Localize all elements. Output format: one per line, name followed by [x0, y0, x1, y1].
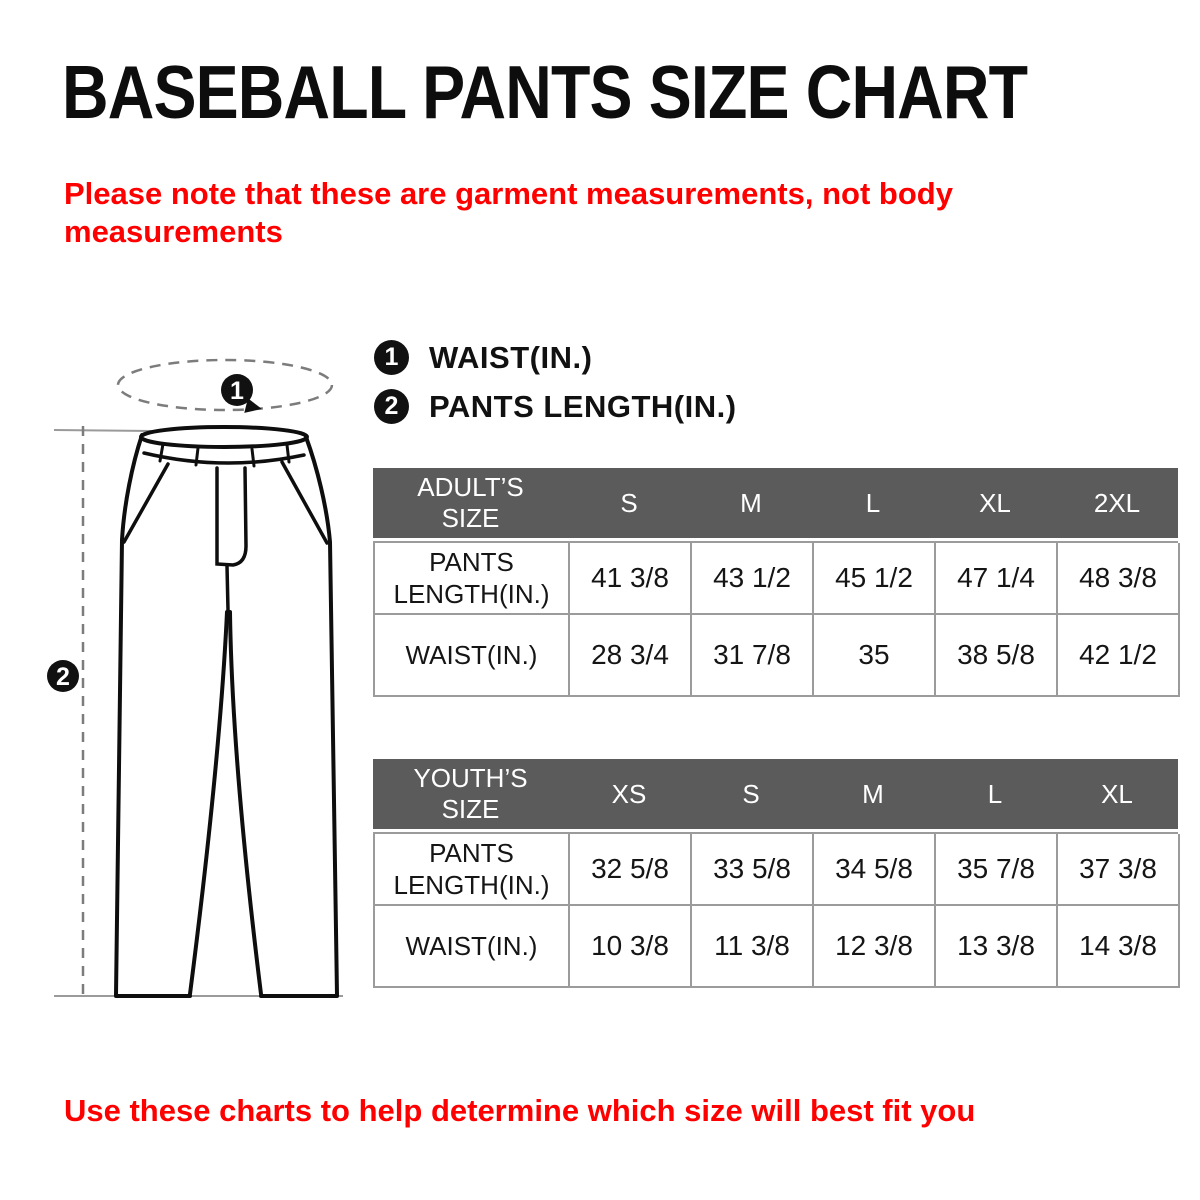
column-header: XL	[1101, 778, 1133, 809]
table-cell: 47 1/4	[936, 543, 1058, 615]
table-cell: 42 1/2	[1058, 615, 1180, 697]
table-cell: 14 3/8	[1058, 906, 1180, 988]
table-cell: 12 3/8	[814, 906, 936, 988]
row-label: PANTS LENGTH(IN.)	[375, 543, 570, 615]
table-cell: 45 1/2	[814, 543, 936, 615]
row-label: WAIST(IN.)	[375, 906, 570, 988]
table-cell: 48 3/8	[1058, 543, 1180, 615]
column-header: S	[620, 487, 638, 518]
table-cell: 35	[814, 615, 936, 697]
garment-measurement-note: Please note that these are garment measu…	[64, 176, 953, 250]
page-title: BASEBALL PANTS SIZE CHART	[62, 50, 1028, 134]
row-label: PANTS LENGTH(IN.)	[375, 834, 570, 906]
table-cell: 28 3/4	[570, 615, 692, 697]
adult-table-title-cell: ADULT’S SIZE	[417, 472, 524, 533]
svg-text:2: 2	[56, 663, 70, 691]
table-cell: 41 3/8	[570, 543, 692, 615]
column-header: XS	[611, 778, 647, 809]
table-cell: 43 1/2	[692, 543, 814, 615]
legend-label-length: PANTS LENGTH(IN.)	[429, 388, 737, 424]
column-header: L	[865, 487, 881, 518]
column-header: XL	[979, 487, 1011, 518]
adult-table-header: ADULT’S SIZE S M L XL 2XL	[373, 468, 1178, 538]
measurement-legend: 1 WAIST(IN.) 2 PANTS LENGTH(IN.)	[374, 340, 737, 438]
svg-text:1: 1	[230, 377, 244, 405]
table-cell: 37 3/8	[1058, 834, 1180, 906]
youth-size-table: YOUTH’S SIZE XS S M L XL PANTS LENGTH(IN…	[373, 759, 1180, 988]
pants-outline	[114, 425, 339, 998]
row-label: WAIST(IN.)	[375, 615, 570, 697]
waist-marker-badge: 1	[221, 374, 253, 406]
table-cell: 10 3/8	[570, 906, 692, 988]
table-cell: 32 5/8	[570, 834, 692, 906]
length-ref-line-top	[53, 429, 154, 432]
column-header: 2XL	[1093, 487, 1141, 518]
column-header: L	[987, 778, 1003, 809]
youth-table-header: YOUTH’S SIZE XS S M L XL	[373, 759, 1178, 829]
table-cell: 35 7/8	[936, 834, 1058, 906]
table-cell: 13 3/8	[936, 906, 1058, 988]
circled-2-icon: 2	[374, 389, 409, 424]
table-cell: 34 5/8	[814, 834, 936, 906]
table-cell: 33 5/8	[692, 834, 814, 906]
circled-1-icon: 1	[374, 340, 409, 375]
legend-item-length: 2 PANTS LENGTH(IN.)	[374, 389, 737, 424]
fit-advice-note: Use these charts to help determine which…	[64, 1093, 976, 1128]
waist-arrow-icon	[244, 398, 262, 413]
pants-line-drawing: 1 2	[47, 358, 343, 998]
legend-item-waist: 1 WAIST(IN.)	[374, 340, 737, 375]
column-header: M	[740, 487, 762, 518]
adult-size-table: ADULT’S SIZE S M L XL 2XL PANTS LENGTH(I…	[373, 468, 1180, 697]
youth-table-title-cell: YOUTH’S SIZE	[413, 763, 528, 824]
table-cell: 31 7/8	[692, 615, 814, 697]
legend-label-waist: WAIST(IN.)	[429, 339, 593, 375]
table-cell: 11 3/8	[692, 906, 814, 988]
table-cell: 38 5/8	[936, 615, 1058, 697]
length-marker-badge: 2	[47, 660, 79, 692]
column-header: M	[862, 778, 884, 809]
column-header: S	[742, 778, 760, 809]
waist-measure-ellipse-icon	[116, 358, 334, 412]
